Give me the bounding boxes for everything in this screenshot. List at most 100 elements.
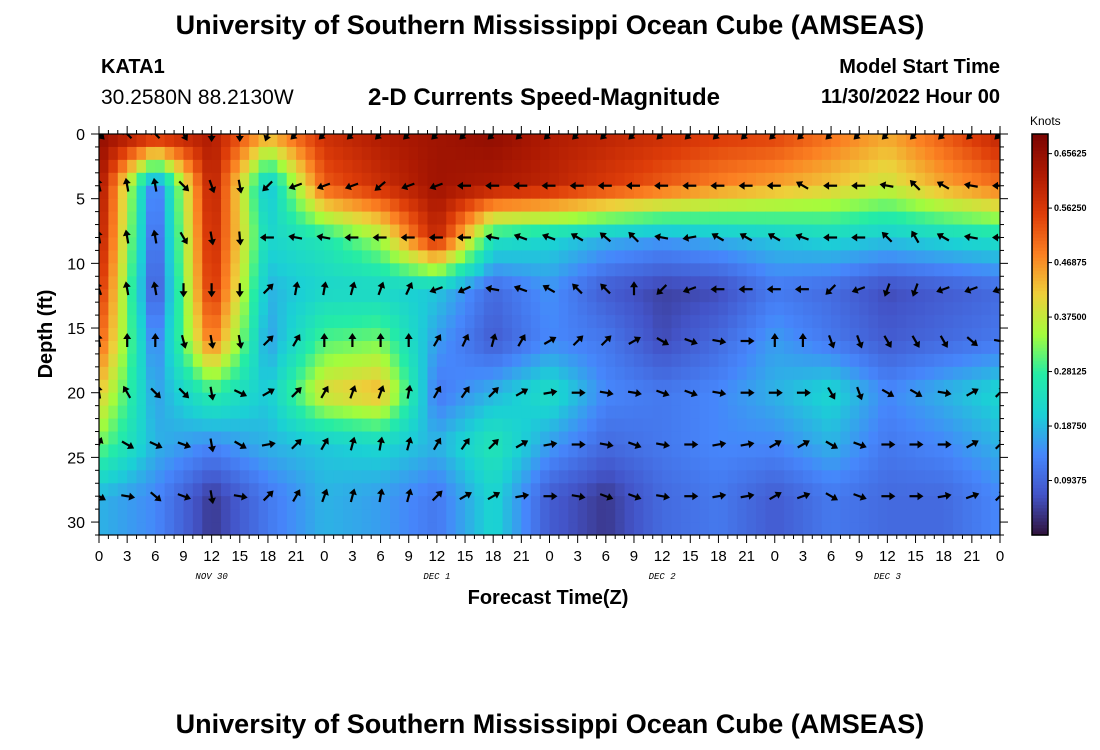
heatmap-cell — [408, 496, 419, 510]
heatmap-cell — [558, 289, 569, 303]
heatmap-cell — [427, 379, 438, 394]
heatmap-cell — [868, 366, 879, 381]
heatmap-cell — [249, 315, 260, 329]
heatmap-cell — [680, 146, 691, 161]
heatmap-cell — [436, 328, 447, 342]
heatmap-cell — [249, 134, 260, 148]
heatmap-cell — [680, 470, 691, 484]
current-arrow — [569, 181, 584, 190]
heatmap-cell — [821, 237, 832, 252]
heatmap-cell — [953, 340, 964, 355]
day-label: DEC 3 — [874, 572, 902, 582]
heatmap-cell — [117, 328, 128, 342]
heatmap-cell — [671, 496, 682, 510]
heatmap-cell — [831, 418, 842, 433]
heatmap-cell — [455, 250, 466, 264]
heatmap-cell — [558, 250, 569, 264]
heatmap-cell — [296, 146, 307, 161]
heatmap-cell — [953, 224, 964, 239]
colorbar-swatch — [1032, 267, 1048, 272]
heatmap-cell — [971, 250, 982, 264]
heatmap-cell — [868, 483, 879, 497]
heatmap-cell — [202, 289, 213, 303]
heatmap-cell — [286, 289, 297, 303]
heatmap-cell — [868, 134, 879, 148]
heatmap-cell — [239, 353, 250, 368]
heatmap-cell — [493, 431, 504, 446]
heatmap-cell — [774, 418, 785, 433]
heatmap-cell — [802, 353, 813, 368]
heatmap-cell — [296, 289, 307, 303]
heatmap-cell — [859, 328, 870, 342]
heatmap-cell — [399, 457, 410, 471]
current-arrow — [349, 436, 357, 451]
heatmap-cell — [990, 146, 1000, 161]
heatmap-cell — [221, 496, 231, 510]
heatmap-cell — [662, 483, 673, 497]
heatmap-cell — [465, 211, 476, 226]
heatmap-cell — [145, 483, 156, 497]
heatmap-cell — [127, 159, 138, 174]
heatmap-cell — [558, 522, 569, 535]
heatmap-cell — [502, 237, 513, 252]
heatmap-cell — [943, 146, 954, 161]
colorbar-swatch — [1032, 150, 1048, 155]
heatmap-cell — [296, 328, 307, 342]
current-arrow — [460, 386, 470, 399]
heatmap-cell — [953, 211, 964, 226]
current-arrow — [515, 491, 530, 500]
heatmap-cell — [493, 457, 504, 471]
heatmap-cell — [896, 431, 907, 446]
heatmap-cell — [896, 276, 907, 290]
heatmap-cell — [915, 353, 926, 368]
heatmap-cell — [483, 353, 494, 368]
heatmap-cell — [192, 379, 203, 394]
heatmap-cell — [868, 470, 879, 484]
heatmap-cell — [737, 198, 748, 213]
current-arrow — [911, 335, 920, 348]
heatmap-cell — [849, 379, 860, 394]
heatmap-cell — [380, 134, 391, 148]
heatmap-cell — [249, 483, 260, 497]
heatmap-cell — [483, 302, 494, 316]
heatmap-cell — [934, 328, 945, 342]
current-arrow — [377, 385, 386, 399]
heatmap-cell — [690, 457, 701, 471]
heatmap-cell — [596, 392, 607, 407]
heatmap-cell — [436, 405, 447, 420]
heatmap-cell — [690, 198, 701, 213]
heatmap-cell — [971, 172, 982, 187]
heatmap-cell — [934, 457, 945, 471]
heatmap-cell — [596, 134, 607, 148]
heatmap-cell — [493, 444, 504, 458]
current-arrow — [374, 181, 386, 191]
heatmap-cell — [953, 146, 964, 161]
heatmap-cell — [934, 237, 945, 252]
heatmap-cell — [671, 289, 682, 303]
heatmap-cell — [727, 159, 738, 174]
heatmap-cell — [99, 250, 109, 264]
heatmap-cell — [755, 146, 766, 161]
heatmap-cell — [821, 366, 832, 381]
heatmap-cell — [371, 134, 382, 148]
heatmap-cell — [277, 211, 288, 226]
heatmap-cell — [427, 418, 438, 433]
colorbar-swatch — [1032, 474, 1048, 479]
heatmap-cell — [868, 224, 879, 239]
heatmap-cell — [108, 431, 119, 446]
heatmap-cell — [849, 392, 860, 407]
heatmap-cell — [793, 237, 804, 252]
heatmap-cell — [371, 185, 382, 200]
heatmap-cell — [774, 250, 785, 264]
current-arrow — [825, 284, 837, 295]
colorbar-swatch — [1032, 411, 1048, 416]
heatmap-cell — [549, 328, 560, 342]
heatmap-cell — [202, 224, 213, 239]
heatmap-cell — [211, 418, 222, 433]
heatmap-cell — [145, 172, 156, 187]
heatmap-cell — [699, 496, 710, 510]
heatmap-cell — [408, 366, 419, 381]
colorbar-swatch — [1032, 291, 1048, 295]
current-arrow — [627, 441, 642, 449]
current-arrow — [543, 388, 558, 397]
